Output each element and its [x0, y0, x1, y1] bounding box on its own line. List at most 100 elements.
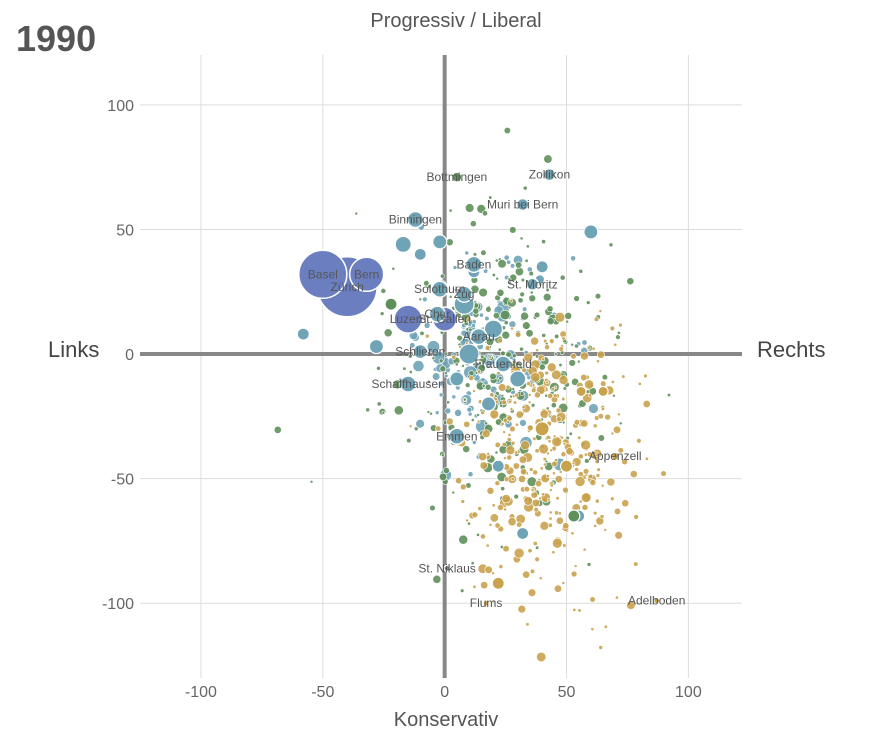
municipality-dot: [608, 242, 614, 248]
municipality-dot: [603, 528, 608, 532]
city-point: [482, 599, 490, 607]
municipality-dot: [488, 195, 493, 200]
municipality-dot: [543, 154, 553, 164]
municipality-dot: [501, 494, 511, 504]
municipality-dot: [626, 277, 635, 286]
municipality-dot: [513, 547, 525, 559]
municipality-dot: [595, 473, 601, 478]
municipality-dot: [444, 371, 448, 376]
municipality-dot: [541, 492, 545, 497]
municipality-dot: [491, 599, 496, 604]
municipality-dot: [621, 458, 628, 465]
municipality-dot: [503, 456, 507, 460]
municipality-dot: [480, 377, 486, 383]
municipality-dot: [480, 581, 489, 590]
municipality-dot: [467, 521, 471, 526]
municipality-dot: [609, 325, 616, 332]
municipality-dot: [610, 379, 615, 384]
municipality-dot: [472, 307, 480, 315]
municipality-dot: [666, 392, 672, 398]
municipality-point: [384, 297, 398, 311]
city-label: Frauenfeld: [474, 357, 531, 371]
municipality-dot: [542, 457, 547, 462]
municipality-dot: [644, 456, 649, 461]
municipality-dot: [494, 480, 501, 487]
municipality-dot: [561, 581, 566, 585]
municipality-dot: [503, 126, 511, 135]
municipality-dot: [584, 458, 590, 464]
city-label: Chur: [424, 307, 450, 321]
municipality-dot: [485, 306, 492, 313]
municipality-dot: [422, 296, 428, 303]
municipality-point: [516, 526, 530, 541]
municipality-dot: [573, 295, 580, 302]
municipality-dot: [543, 338, 548, 344]
municipality-dot: [525, 329, 534, 338]
city-label: St. Niklaus: [418, 561, 475, 575]
municipality-dot: [547, 393, 553, 399]
municipality-dot: [551, 460, 558, 468]
city-label: Schaffhausen: [372, 377, 445, 391]
municipality-dot: [573, 419, 581, 426]
municipality-dot: [485, 543, 490, 548]
municipality-dot: [520, 311, 529, 321]
municipality-dot: [549, 483, 554, 488]
municipality-dot: [606, 477, 616, 487]
municipality-dot: [615, 595, 619, 600]
municipality-dot: [589, 479, 597, 486]
municipality-dot: [550, 402, 557, 409]
municipality-dot: [590, 627, 595, 632]
municipality-dot: [354, 211, 359, 216]
municipality-dot: [549, 448, 553, 453]
city-point: [465, 255, 483, 274]
x-tick-label: -50: [311, 684, 334, 701]
municipality-dot: [496, 288, 505, 297]
city-label: Appenzell: [589, 449, 642, 463]
municipality-dot: [578, 268, 584, 274]
municipality-dot: [503, 476, 510, 483]
municipality-dot: [467, 411, 473, 417]
municipality-dot: [560, 435, 564, 440]
municipality-dot: [514, 450, 519, 455]
municipality-dot: [533, 311, 541, 319]
municipality-dot: [526, 476, 538, 487]
municipality-dot: [408, 370, 413, 374]
city-point: [428, 305, 447, 323]
municipality-dot: [509, 407, 514, 411]
city-point: [412, 343, 429, 360]
city-label: Binningen: [389, 212, 442, 226]
municipality-dot: [570, 531, 575, 536]
municipality-dot: [568, 431, 573, 436]
municipality-dot: [549, 488, 553, 492]
municipality-dot: [391, 266, 396, 271]
municipality-dot: [506, 259, 512, 265]
municipality-dot: [431, 356, 436, 361]
municipality-dot: [534, 448, 540, 454]
municipality-dot: [570, 353, 577, 360]
municipality-dot: [513, 493, 519, 500]
municipality-dot: [528, 270, 534, 277]
municipality-dot: [574, 476, 586, 487]
municipality-dot: [531, 498, 541, 508]
municipality-dot: [538, 576, 543, 580]
municipality-dot: [598, 309, 603, 313]
municipality-dot: [508, 320, 517, 329]
municipality-dot: [460, 329, 468, 337]
municipality-dot: [445, 417, 454, 426]
municipality-point: [534, 421, 550, 437]
municipality-dot: [613, 507, 622, 515]
municipality-dot: [497, 338, 503, 344]
municipality-dot: [570, 570, 578, 578]
municipality-dot: [555, 516, 564, 525]
municipality-dot: [612, 393, 616, 398]
municipality-dot: [637, 381, 642, 386]
municipality-dot: [544, 344, 550, 351]
municipality-dot: [505, 384, 511, 390]
municipality-dot: [545, 380, 549, 385]
municipality-dot: [510, 263, 516, 269]
municipality-dot: [464, 203, 475, 213]
municipality-dot: [521, 367, 527, 373]
municipality-dot: [515, 261, 523, 269]
municipality-dot: [561, 396, 566, 401]
municipality-dot: [610, 431, 615, 436]
